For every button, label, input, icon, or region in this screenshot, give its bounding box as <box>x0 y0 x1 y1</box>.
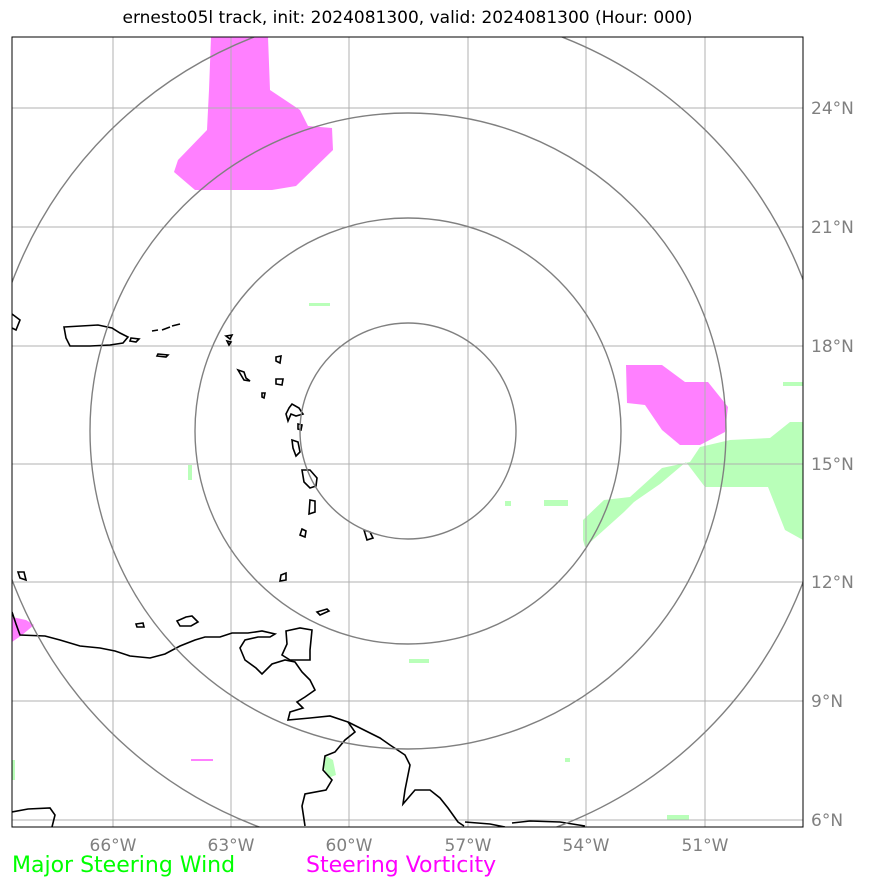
coastline-hispaniola-edge <box>12 313 21 332</box>
coastline-anguilla <box>155 353 170 358</box>
longitude-label: 60°W <box>326 836 373 856</box>
wind-spot <box>309 303 330 306</box>
legend-major-steering-wind: Major Steering Wind <box>12 853 236 878</box>
coastline-colombia-edge <box>12 807 56 827</box>
legend-steering-vorticity: Steering Vorticity <box>306 853 497 878</box>
range-ring <box>89 112 727 750</box>
longitude-label: 66°W <box>90 836 137 856</box>
graticule <box>12 37 803 827</box>
coastline-saba <box>224 333 234 347</box>
coastline-vieques <box>128 337 141 343</box>
wind-area-east <box>583 422 803 547</box>
wind-spot <box>667 815 689 820</box>
wind-spot <box>12 760 15 780</box>
coastline-small-island <box>261 392 266 400</box>
longitude-label: 54°W <box>563 836 610 856</box>
latitude-labels: 24°N 21°N 18°N 15°N 12°N 9°N 6°N <box>811 99 854 831</box>
coastline-small-key <box>134 622 146 628</box>
coastline-grenada <box>279 571 287 582</box>
latitude-label: 24°N <box>811 99 854 119</box>
wind-spot <box>544 500 568 506</box>
coastline-guyana <box>347 721 465 827</box>
coastline-antigua <box>236 368 251 382</box>
coastline-dominica <box>291 438 301 458</box>
coastline-virgin-islands <box>151 323 181 332</box>
map-title: ernesto05l track, init: 2024081300, vali… <box>122 8 693 28</box>
longitude-labels: 66°W 63°W 60°W 57°W 54°W 51°W <box>90 836 729 856</box>
longitude-label: 63°W <box>208 836 255 856</box>
coastlines <box>12 313 586 827</box>
wind-spot <box>783 382 803 386</box>
wind-spot <box>409 659 429 663</box>
coastline-st-vincent <box>299 527 307 539</box>
latitude-label: 21°N <box>811 218 854 238</box>
coastline-trinidad <box>280 627 313 661</box>
latitude-label: 6°N <box>811 811 843 831</box>
range-ring <box>194 217 622 645</box>
vorticity-area-east <box>626 365 728 445</box>
coastline-martinique <box>301 469 318 489</box>
coastline-aruba <box>16 571 28 582</box>
longitude-label: 57°W <box>445 836 492 856</box>
longitude-label: 51°W <box>682 836 729 856</box>
coastline-st-lucia <box>308 499 316 516</box>
wind-areas <box>12 303 803 820</box>
coastline-suriname <box>464 820 586 827</box>
latitude-label: 12°N <box>811 573 854 593</box>
coastline-venezuela <box>12 611 357 827</box>
coastline-montserrat <box>275 378 284 386</box>
vorticity-areas <box>12 37 728 761</box>
latitude-label: 9°N <box>811 692 843 712</box>
coastline-guadeloupe <box>285 402 305 424</box>
latitude-label: 15°N <box>811 455 854 475</box>
coastline-puerto-rico <box>63 324 130 347</box>
wind-spot <box>188 465 192 480</box>
coastline-margarita <box>175 615 200 627</box>
vorticity-area-west-edge <box>12 617 34 642</box>
vorticity-area-north <box>174 37 333 190</box>
coastline-barbuda <box>275 354 282 365</box>
map-frame <box>11 36 804 828</box>
wind-spot <box>324 756 336 778</box>
wind-spot <box>565 758 570 762</box>
latitude-label: 18°N <box>811 337 854 357</box>
coastline-tobago <box>315 608 331 616</box>
range-ring <box>299 322 517 540</box>
vorticity-spot <box>191 759 213 761</box>
wind-spot <box>505 501 511 506</box>
range-rings <box>12 37 803 827</box>
